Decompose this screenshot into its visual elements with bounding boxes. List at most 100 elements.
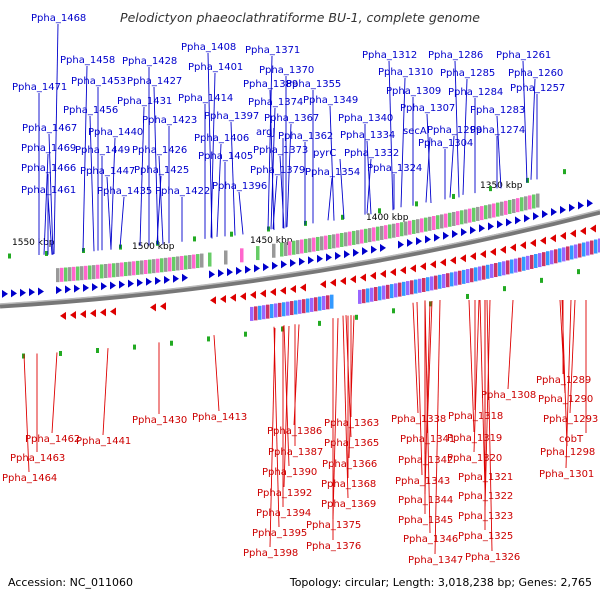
- forward-gene-arrow: [245, 265, 251, 274]
- reverse-gene-arrow: [240, 292, 246, 301]
- forward-gene-arrow: [119, 280, 125, 289]
- forward-leader-line: [230, 121, 236, 236]
- reverse-category-block: [454, 271, 458, 286]
- forward-gene-arrow: [497, 220, 503, 229]
- forward-category-block: [448, 212, 452, 227]
- gc-marker: [82, 247, 85, 253]
- forward-gene-label: Ppha_1440: [88, 127, 143, 138]
- forward-category-block: [520, 197, 524, 212]
- gc-marker: [193, 236, 196, 242]
- forward-category-block: [192, 254, 196, 269]
- reverse-gene-label: Ppha_1390: [262, 467, 317, 478]
- reverse-category-block: [518, 257, 522, 272]
- forward-leader-line: [270, 107, 276, 230]
- forward-gene-label: Ppha_1426: [132, 145, 187, 156]
- forward-leader-line: [110, 137, 116, 249]
- forward-leader-line: [272, 175, 278, 230]
- genome-summary-text: Topology: circular; Length: 3,018,238 bp…: [289, 576, 592, 589]
- forward-leader-line: [82, 65, 88, 252]
- forward-leader-line: [388, 60, 394, 211]
- forward-category-block: [496, 202, 500, 217]
- reverse-category-block: [254, 306, 258, 321]
- gc-marker: [244, 331, 247, 337]
- forward-gene-arrow: [2, 289, 8, 298]
- gc-marker: [45, 250, 48, 256]
- reverse-leader-line: [426, 300, 433, 434]
- reverse-category-block: [274, 303, 278, 318]
- forward-gene-label: Ppha_1468: [31, 13, 86, 24]
- forward-category-block: [388, 224, 392, 239]
- reverse-category-block: [386, 284, 390, 299]
- forward-leader-line: [327, 177, 333, 221]
- reverse-category-block: [586, 241, 590, 256]
- forward-category-block: [416, 219, 420, 234]
- forward-category-block: [424, 217, 428, 232]
- forward-gene-label: Ppha_1332: [344, 148, 399, 159]
- forward-category-block: [92, 265, 96, 280]
- reverse-category-block: [366, 288, 370, 303]
- forward-gene-label: Ppha_1355: [286, 79, 341, 90]
- reverse-gene-arrow: [580, 227, 586, 236]
- reverse-gene-arrow: [500, 245, 506, 254]
- reverse-gene-arrow: [420, 262, 426, 271]
- reverse-category-block: [510, 259, 514, 274]
- reverse-gene-arrow: [340, 276, 346, 285]
- reverse-gene-label: Ppha_1394: [256, 508, 311, 519]
- forward-category-block: [64, 267, 68, 282]
- forward-gene-arrow: [344, 250, 350, 259]
- reverse-category-block: [578, 243, 582, 258]
- forward-category-block: [80, 266, 84, 281]
- leader-lines: [23, 23, 587, 555]
- reverse-gene-label: Ppha_1365: [324, 438, 379, 449]
- reverse-category-block: [498, 262, 502, 277]
- reverse-category-block: [478, 266, 482, 281]
- reverse-category-block: [542, 252, 546, 267]
- forward-gene-label: Ppha_1340: [338, 113, 393, 124]
- reverse-gene-arrow: [510, 243, 516, 252]
- reverse-category-block: [370, 287, 374, 302]
- forward-category-block: [464, 209, 468, 224]
- forward-gene-arrow: [398, 240, 404, 249]
- forward-gene-arrow: [533, 212, 539, 221]
- forward-category-block: [384, 225, 388, 240]
- reverse-category-block: [398, 282, 402, 297]
- forward-gene-label: Ppha_1414: [178, 93, 233, 104]
- reverse-leader-line: [283, 325, 290, 488]
- forward-gene-label: Ppha_1304: [418, 138, 473, 149]
- reverse-gene-label: Ppha_1323: [458, 511, 513, 522]
- gc-marker: [466, 293, 469, 299]
- forward-gene-arrow: [92, 283, 98, 292]
- forward-category-block: [84, 265, 88, 280]
- reverse-category-block: [326, 295, 330, 310]
- forward-gene-label: Ppha_1461: [21, 185, 76, 196]
- reverse-category-block: [310, 297, 314, 312]
- forward-category-block: [480, 206, 484, 221]
- reverse-category-block: [550, 250, 554, 265]
- forward-gene-arrow: [110, 281, 116, 290]
- reverse-category-block: [286, 301, 290, 316]
- gc-marker: [318, 320, 321, 326]
- forward-category-block: [288, 241, 292, 256]
- forward-gene-arrow: [479, 224, 485, 233]
- forward-gene-arrow: [587, 199, 593, 208]
- gc-marker: [170, 340, 173, 346]
- gc-marker: [489, 186, 492, 192]
- reverse-gene-arrow: [280, 286, 286, 295]
- forward-category-block: [320, 236, 324, 251]
- forward-leader-line: [279, 155, 285, 229]
- reverse-gene-label: Ppha_1462: [25, 434, 80, 445]
- forward-gene-label: Ppha_1312: [362, 50, 417, 61]
- reverse-category-block: [390, 284, 394, 299]
- reverse-category-block: [442, 274, 446, 289]
- reverse-gene-arrow: [110, 307, 116, 316]
- forward-gene-arrow: [254, 264, 260, 273]
- forward-category-block: [284, 241, 288, 256]
- forward-gene-label: Ppha_1257: [510, 83, 565, 94]
- reverse-category-block: [458, 270, 462, 285]
- forward-category-block: [336, 233, 340, 248]
- forward-leader-line: [366, 158, 372, 214]
- forward-leader-line: [53, 23, 59, 254]
- reverse-gene-label: Ppha_1369: [321, 499, 376, 510]
- reverse-gene-label: Ppha_1320: [447, 453, 502, 464]
- forward-gene-arrow: [461, 228, 467, 237]
